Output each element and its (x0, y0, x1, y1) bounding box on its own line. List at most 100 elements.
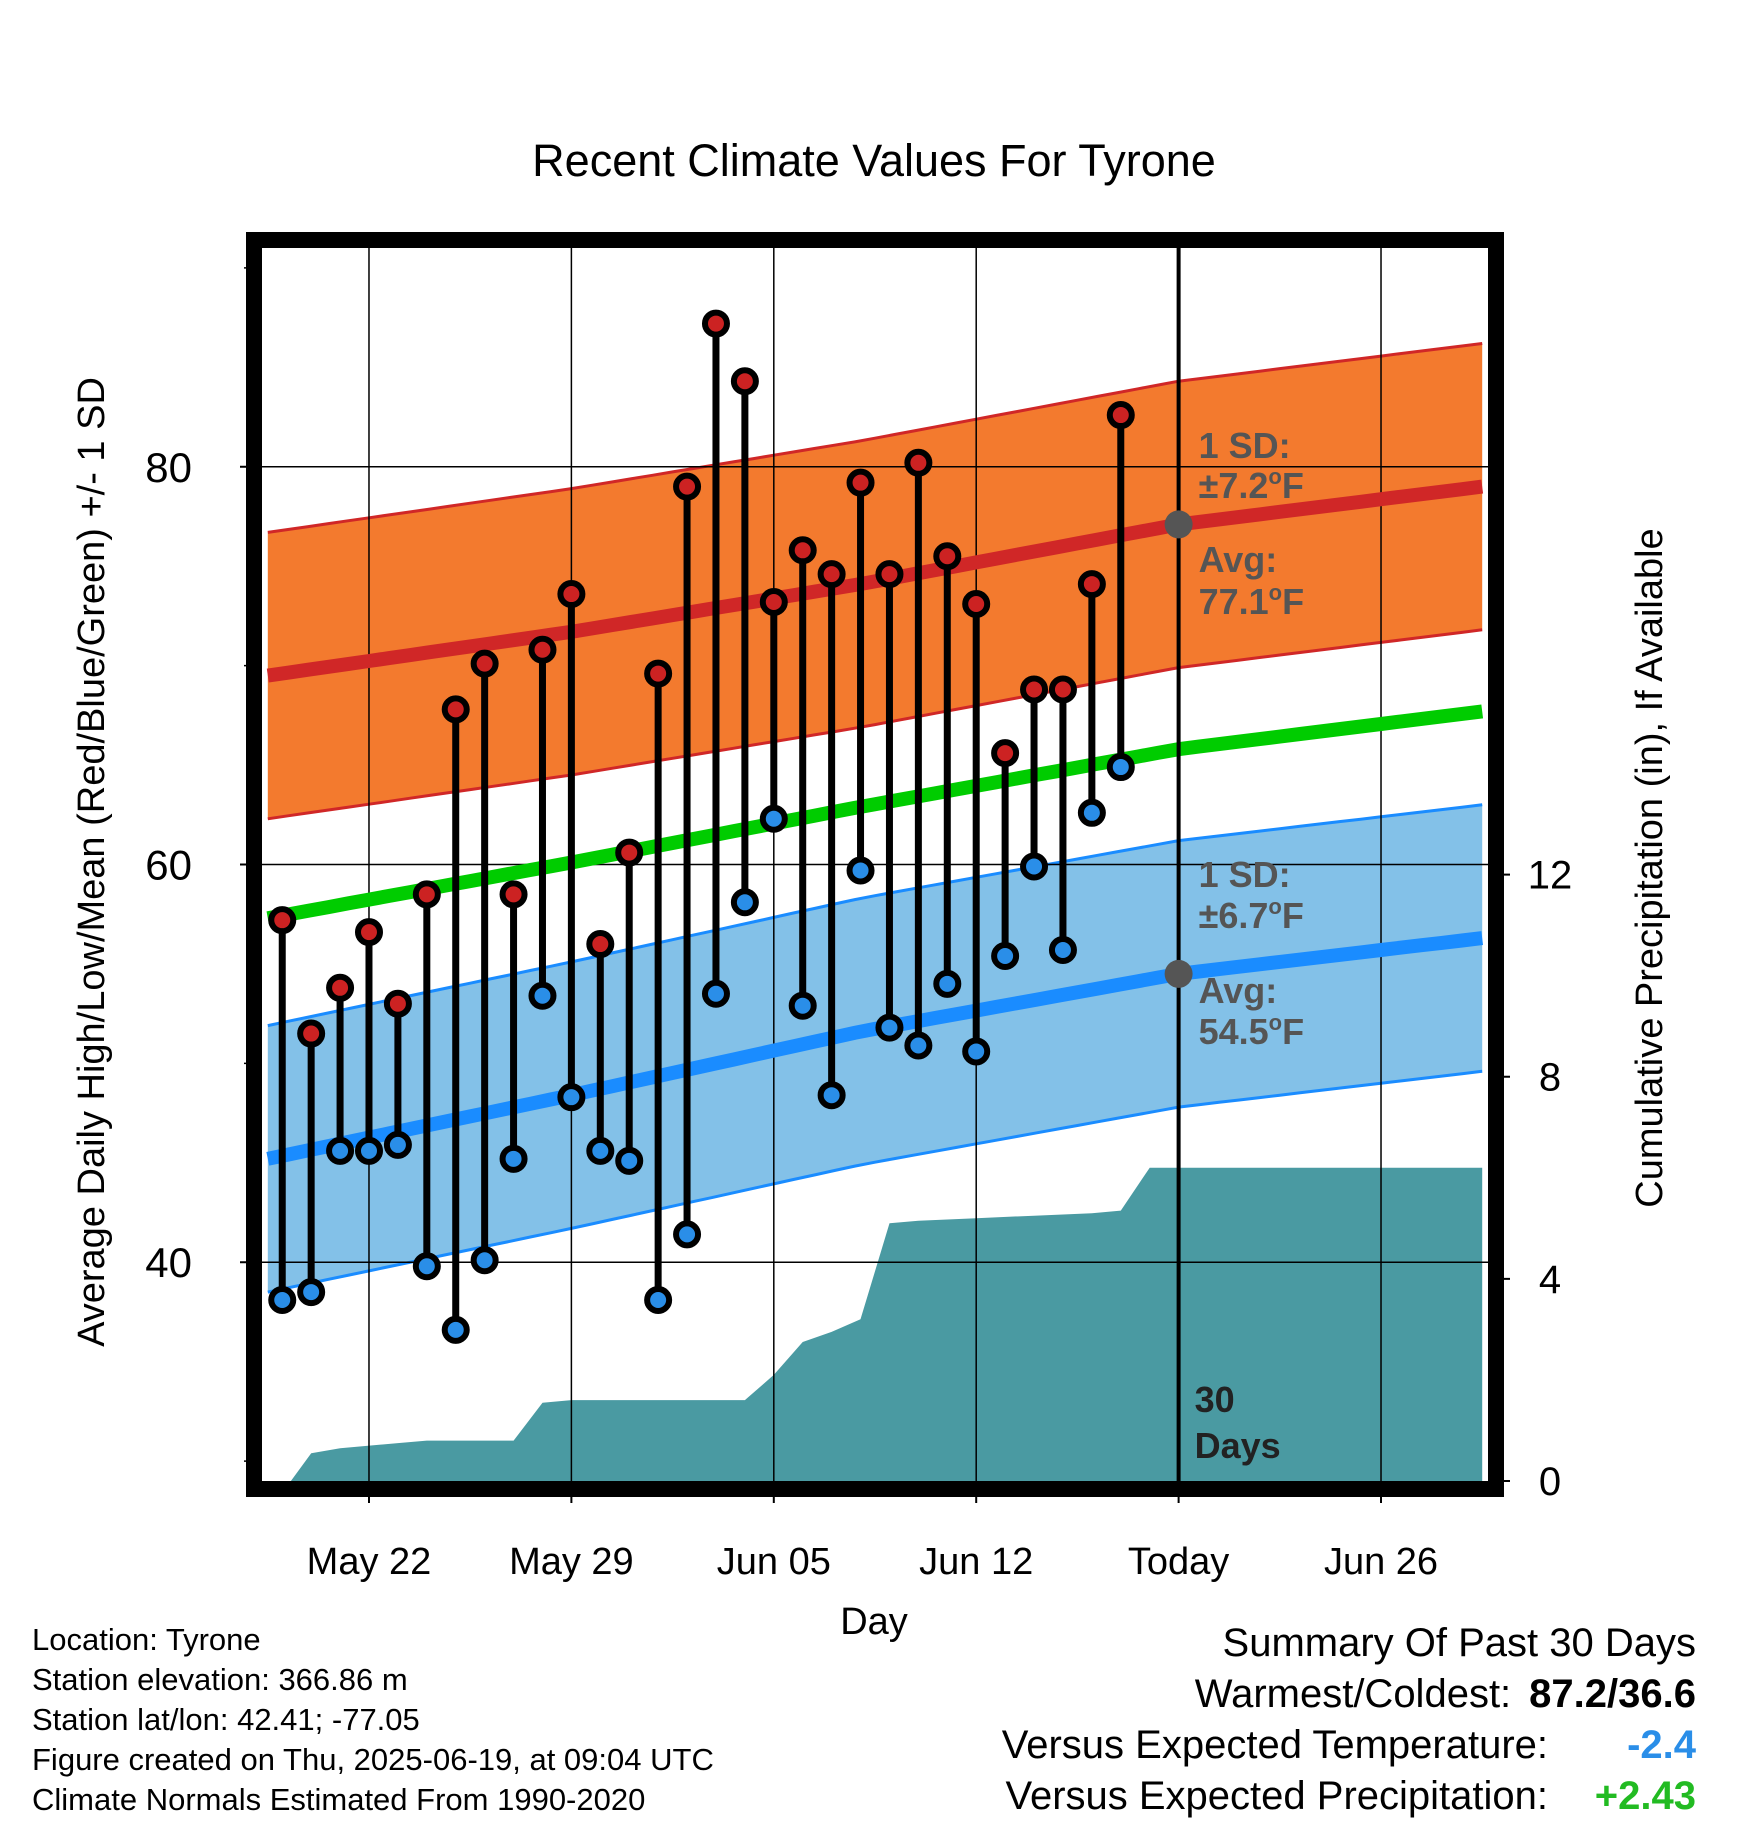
low-avg-label: Avg: (1199, 970, 1278, 1011)
observed-low-point (673, 1220, 702, 1249)
observed-low-point (1106, 753, 1135, 782)
x-tick-label: May 29 (509, 1541, 634, 1583)
observed-high-point (875, 560, 904, 589)
elevation-text: Station elevation: 366.86 m (32, 1662, 408, 1697)
low-avg-value: 54.5oF (1199, 1010, 1305, 1052)
observed-high-point (326, 973, 355, 1002)
precip-value: +2.43 (1594, 1774, 1696, 1818)
observed-low-point (644, 1286, 673, 1315)
observed-low-point (326, 1136, 355, 1165)
high-avg-value: 77.1oF (1199, 580, 1305, 622)
observed-high-point (528, 635, 557, 664)
precipitation-area (290, 1167, 1483, 1481)
normal-low-line (266, 931, 1484, 1166)
plot-area (262, 248, 1488, 1481)
window-unit-label: Days (1195, 1425, 1281, 1466)
y2-tick-label: 4 (1539, 1258, 1561, 1302)
x-tick-label: Today (1128, 1541, 1229, 1583)
observed-low-point (875, 1013, 904, 1042)
low-sd-value: ±6.7oF (1199, 894, 1304, 936)
normal-low-band-lower-edge (267, 1069, 1483, 1294)
observed-high-point (701, 309, 730, 338)
observed-low-point (557, 1083, 586, 1112)
observed-low-point (1020, 852, 1049, 881)
y-tick-label: 60 (145, 842, 192, 889)
observed-low-point (788, 991, 817, 1020)
observed-high-point (412, 880, 441, 909)
observed-high-point (904, 448, 933, 477)
observed-high-point (1048, 675, 1077, 704)
y-tick-label: 80 (145, 444, 192, 491)
observed-high-point (557, 580, 586, 609)
observed-low-point (1048, 936, 1077, 965)
today-low-avg-marker (1164, 959, 1193, 988)
y2-axis-label: Cumulative Precipitation (in), If Availa… (1629, 528, 1671, 1207)
precip-label: Versus Expected Precipitation: (1005, 1774, 1548, 1818)
observed-low-point (846, 856, 875, 885)
observed-low-point (991, 941, 1020, 970)
x-tick-label: Jun 05 (717, 1541, 831, 1583)
low-sd-label: 1 SD: (1199, 854, 1291, 895)
observed-low-point (701, 979, 730, 1008)
x-tick-label: May 22 (307, 1541, 432, 1583)
station-info: Location: Tyrone Station elevation: 366.… (32, 1620, 714, 1820)
x-tick-label: Jun 26 (1324, 1541, 1438, 1583)
observed-high-point (441, 695, 470, 724)
y2-tick-label: 12 (1528, 854, 1573, 898)
observed-high-point (470, 649, 499, 678)
normals-text: Climate Normals Estimated From 1990-2020 (32, 1782, 646, 1817)
temp-label: Versus Expected Temperature: (1001, 1723, 1548, 1767)
observed-high-point (933, 542, 962, 571)
observed-high-point (1020, 675, 1049, 704)
observed-low-point (904, 1031, 933, 1060)
observed-low-point (412, 1252, 441, 1281)
observed-low-point (354, 1136, 383, 1165)
observed-high-point (354, 918, 383, 947)
observed-high-point (615, 838, 644, 867)
observed-low-point (730, 888, 759, 917)
observed-high-point (846, 468, 875, 497)
observed-low-point (470, 1246, 499, 1275)
observed-high-point (644, 659, 673, 688)
x-tick-label: Jun 12 (919, 1541, 1033, 1583)
observed-high-point (268, 906, 297, 935)
observed-low-point (1077, 798, 1106, 827)
observed-high-point (383, 989, 412, 1018)
window-count-label: 30 (1195, 1379, 1235, 1420)
observed-low-point (615, 1146, 644, 1175)
warmest-label: Warmest/Coldest: (1194, 1672, 1512, 1716)
observed-low-point (441, 1315, 470, 1344)
observed-low-point (759, 804, 788, 833)
normal-mean-line (266, 704, 1484, 926)
location-text: Location: Tyrone (32, 1622, 261, 1657)
summary-heading: Summary Of Past 30 Days (1222, 1621, 1696, 1665)
temp-value: -2.4 (1627, 1723, 1696, 1767)
normal-high-band-upper-edge (267, 342, 1483, 534)
y2-tick-label: 0 (1539, 1460, 1561, 1504)
high-sd-value: ±7.2oF (1199, 464, 1304, 506)
observed-low-point (499, 1144, 528, 1173)
observed-high-point (673, 472, 702, 501)
observed-low-point (962, 1037, 991, 1066)
normal-low-band-upper-edge (267, 803, 1483, 1028)
chart-title: Recent Climate Values For Tyrone (532, 135, 1216, 186)
observed-high-point (759, 587, 788, 616)
observed-low-point (586, 1136, 615, 1165)
summary-precip-row: Versus Expected Precipitation: +2.43 (1002, 1771, 1696, 1822)
warmest-value: 87.2/36.6 (1529, 1672, 1696, 1716)
summary-warmest-row: Warmest/Coldest: 87.2/36.6 (1002, 1669, 1696, 1720)
observed-high-point (586, 930, 615, 959)
observed-low-point (268, 1286, 297, 1315)
high-avg-label: Avg: (1199, 539, 1278, 580)
created-text: Figure created on Thu, 2025-06-19, at 09… (32, 1742, 714, 1777)
observed-high-point (1106, 401, 1135, 430)
observed-high-point (817, 560, 846, 589)
observed-high-point (297, 1019, 326, 1048)
observed-high-point (1077, 570, 1106, 599)
observed-low-point (528, 981, 557, 1010)
normal-high-line (266, 479, 1484, 683)
observed-low-point (817, 1081, 846, 1110)
normal-high-band-lower-edge (267, 628, 1483, 821)
observed-low-point (933, 969, 962, 998)
